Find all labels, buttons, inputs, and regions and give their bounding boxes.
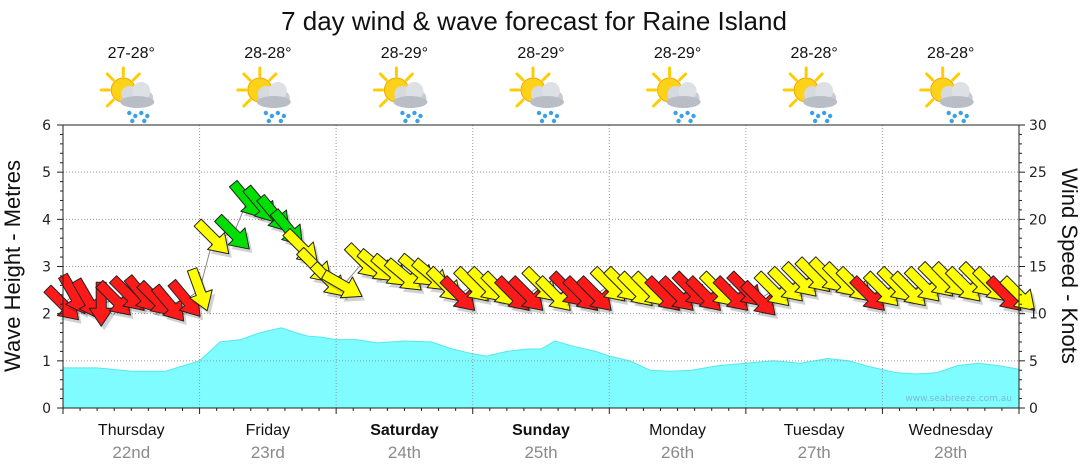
day-date: 22nd — [112, 443, 150, 462]
left-tick-label: 6 — [42, 118, 51, 134]
wave-height-area — [63, 327, 1019, 408]
wind-arrow — [903, 265, 940, 302]
day-temperature: 27-28° — [108, 45, 155, 62]
left-tick-label: 3 — [42, 260, 51, 276]
right-axis-ticks: 0 5 10 15 20 25 30 — [1019, 118, 1047, 417]
left-tick-label: 0 — [42, 401, 51, 417]
left-axis-label: Wave Height - Metres — [0, 160, 25, 372]
day-name: Sunday — [512, 422, 570, 439]
right-tick-label: 10 — [1029, 307, 1047, 323]
day-temperature: 28-29° — [517, 45, 564, 62]
day-temperature: 28-28° — [927, 45, 974, 62]
left-tick-label: 4 — [42, 212, 51, 228]
wind-arrow — [95, 279, 131, 316]
wind-arrow — [576, 275, 612, 311]
right-tick-label: 25 — [1029, 165, 1047, 181]
sun-cloud-rain-icon — [372, 66, 429, 125]
wind-arrow — [739, 279, 776, 316]
right-axis-label: Wind Speed - Knots — [1057, 168, 1080, 364]
day-labels: Thursday 22nd Friday 23rd Saturday 24th Sunday… — [62, 408, 1020, 462]
wind-arrow — [535, 275, 571, 311]
sun-cloud-rain-icon — [646, 66, 703, 125]
day-temperature: 28-29° — [654, 45, 701, 62]
wind-arrow — [658, 275, 694, 311]
left-tick-label: 5 — [42, 165, 51, 181]
right-tick-label: 20 — [1029, 212, 1047, 228]
sun-cloud-rain-icon — [782, 66, 839, 125]
day-date: 26th — [661, 443, 694, 462]
sun-cloud-rain-icon — [236, 66, 293, 125]
wind-arrow — [214, 213, 250, 250]
day-name: Wednesday — [909, 422, 993, 439]
right-tick-label: 5 — [1029, 354, 1038, 370]
right-tick-label: 0 — [1029, 401, 1038, 417]
grid-lines — [63, 125, 1019, 408]
day-temperature: 28-29° — [381, 45, 428, 62]
wind-arrow — [712, 275, 749, 311]
wind-arrow — [685, 275, 721, 311]
sun-cloud-rain-icon — [99, 66, 156, 125]
day-date: 23rd — [251, 443, 285, 462]
wind-arrow — [780, 261, 817, 297]
day-date: 24th — [388, 443, 421, 462]
left-tick-label: 2 — [42, 307, 51, 323]
wind-arrows — [43, 179, 1038, 331]
wind-arrow — [151, 283, 185, 322]
wave-height-line — [63, 327, 1020, 375]
chart-title: 7 day wind & wave forecast for Raine Isl… — [281, 6, 787, 36]
day-name: Saturday — [370, 422, 439, 439]
day-name: Monday — [649, 422, 706, 439]
day-date: 27th — [798, 443, 831, 462]
wind-arrow — [890, 270, 926, 307]
day-name: Thursday — [98, 422, 165, 439]
left-tick-label: 1 — [42, 354, 51, 370]
wind-arrow — [507, 275, 544, 311]
right-tick-label: 30 — [1029, 118, 1047, 134]
left-axis-ticks: 0 1 2 3 4 5 6 — [42, 118, 63, 417]
sun-cloud-rain-icon — [509, 66, 566, 125]
sun-cloud-rain-icon — [919, 66, 976, 125]
day-date: 28th — [934, 443, 967, 462]
daily-weather-icons — [99, 66, 976, 125]
wind-arrow — [862, 270, 899, 307]
wind-arrow — [767, 265, 803, 302]
wind-arrow — [186, 267, 213, 312]
wind-arrow — [849, 275, 885, 311]
wind-arrow — [193, 218, 230, 255]
wind-arrow — [320, 269, 363, 299]
day-date: 25th — [524, 443, 557, 462]
wind-arrow — [999, 275, 1036, 311]
plot-area — [43, 124, 1038, 409]
wind-arrow — [383, 257, 422, 291]
day-temperature: 28-28° — [790, 45, 837, 62]
day-name: Tuesday — [784, 422, 845, 439]
wind-arrow — [439, 275, 476, 311]
wave-layer — [63, 327, 1020, 408]
watermark: www.seabreeze.com.au — [905, 394, 1012, 404]
wind-arrow — [753, 270, 790, 307]
day-temperature: 28-28° — [244, 45, 291, 62]
day-name: Friday — [246, 422, 290, 439]
wind-arrow — [944, 265, 981, 302]
daily-temperatures: 27-28° 28-28° 28-29° 28-29° 28-29° 28-28° 28-2… — [108, 45, 975, 62]
right-tick-label: 15 — [1029, 260, 1047, 276]
